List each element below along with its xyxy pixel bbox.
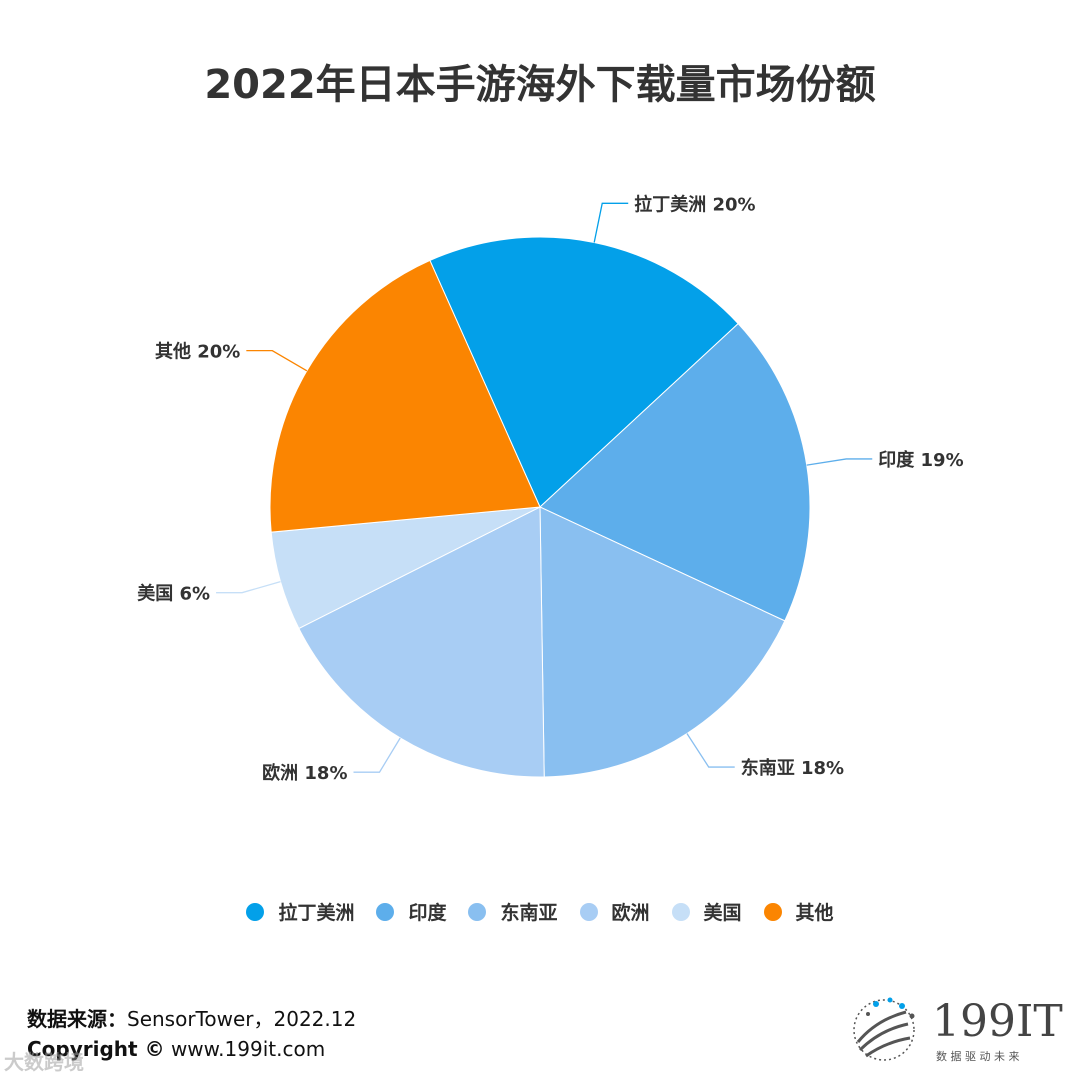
pie-slice (429, 236, 739, 508)
logo-text: 199IT (932, 996, 1063, 1047)
leader-line (353, 737, 401, 773)
legend-label: 欧洲 (611, 902, 650, 924)
legend-item[interactable]: 印度 (376, 898, 446, 925)
source-label: 数据来源： (27, 1007, 127, 1031)
data-source: 数据来源：SensorTower，2022.12 (27, 1003, 356, 1032)
slice-label: 东南亚 18% (741, 757, 844, 779)
pie-slice (298, 506, 545, 778)
legend-item[interactable]: 美国 (671, 898, 742, 925)
copyright-link[interactable]: www.199it.com (170, 1037, 326, 1061)
legend-swatch (376, 902, 395, 921)
copyright-label: Copyright © (27, 1037, 165, 1061)
legend-item[interactable]: 东南亚 (468, 898, 558, 925)
logo-tagline: 数 据 驱 动 未 来 (936, 1049, 1019, 1063)
legend-swatch (671, 902, 690, 921)
leader-line (806, 458, 873, 466)
legend-swatch (468, 902, 487, 921)
legend-item[interactable]: 欧洲 (579, 898, 650, 925)
leader-line (593, 202, 629, 243)
watermark: 大数跨境 (4, 1050, 84, 1074)
legend-swatch (579, 902, 598, 921)
chart-legend: 拉丁美洲 印度 东南亚 欧洲 美国 其他 (0, 898, 1080, 925)
slice-label: 印度 19% (878, 449, 963, 471)
legend-item[interactable]: 其他 (763, 898, 834, 925)
slice-label: 拉丁美洲 20% (634, 193, 755, 215)
brand-logo: 199IT 数 据 驱 动 未 来 (853, 996, 1063, 1063)
legend-label: 美国 (703, 902, 742, 924)
pie-slice (539, 322, 811, 622)
leader-line (246, 349, 308, 372)
pie-slice (269, 259, 541, 533)
leader-line (216, 580, 281, 594)
slice-label: 其他 20% (155, 341, 240, 363)
slice-label: 美国 6% (137, 583, 210, 605)
slice-label: 欧洲 18% (262, 762, 347, 784)
legend-label: 印度 (408, 902, 447, 924)
legend-label: 其他 (795, 902, 834, 924)
pie-slice (539, 506, 786, 778)
legend-swatch (246, 902, 265, 921)
logo-mark-icon (853, 997, 915, 1061)
legend-label: 东南亚 (500, 902, 558, 924)
legend-item[interactable]: 拉丁美洲 (246, 898, 354, 925)
chart-title: 2022年日本手游海外下载量市场份额 (204, 62, 876, 108)
legend-swatch (763, 902, 782, 921)
pie-chart: 拉丁美洲 20% 印度 19% 东南亚 18% 欧洲 18% 美国 6% 其他 20% (137, 193, 963, 784)
legend-label: 拉丁美洲 (278, 902, 355, 924)
copyright: Copyright © www.199it.com (27, 1037, 325, 1061)
source-value: SensorTower，2022.12 (127, 1007, 357, 1031)
leader-line (686, 733, 735, 768)
